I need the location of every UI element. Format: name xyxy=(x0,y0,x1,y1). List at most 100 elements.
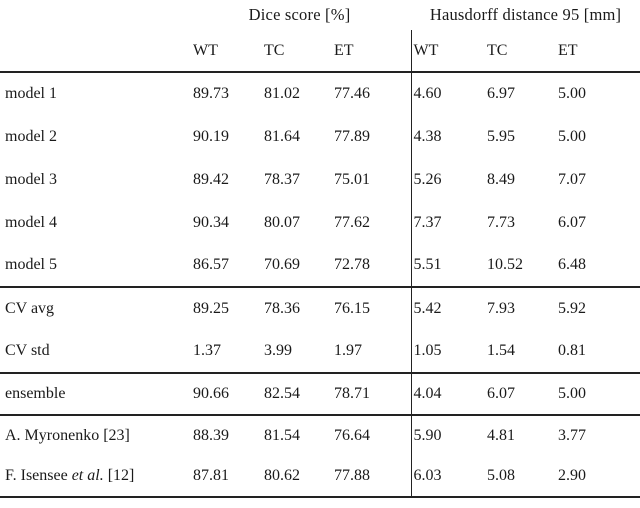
models-group: model 1 89.73 81.02 77.46 4.60 6.97 5.00 model … xyxy=(0,72,640,287)
table-row: ensemble 90.66 82.54 78.71 4.04 6.07 5.00 xyxy=(0,373,640,415)
value-cell: 5.08 xyxy=(487,467,516,484)
table-row: A. Myronenko [23] 88.39 81.54 76.64 5.90 4.81… xyxy=(0,415,640,456)
value-cell: 1.37 xyxy=(193,342,221,359)
value-cell: 5.92 xyxy=(558,300,587,317)
row-label-part: [12] xyxy=(103,467,135,484)
value-cell: 4.60 xyxy=(410,72,485,115)
row-label: ensemble xyxy=(5,385,66,402)
value-cell: 3.77 xyxy=(558,427,587,444)
value-cell: 77.62 xyxy=(334,213,370,231)
value-cell: 89.42 xyxy=(193,170,229,188)
subheader-row: WT TC ET WT TC ET xyxy=(0,30,640,73)
value-cell: 87.81 xyxy=(193,467,229,484)
row-label: model 3 xyxy=(5,170,57,188)
hausdorff-wt-header: WT xyxy=(410,30,485,73)
row-label-italic-part: et al. xyxy=(71,467,104,484)
value-cell: 77.88 xyxy=(334,467,370,484)
value-cell: 80.07 xyxy=(264,213,300,231)
table-row: CV avg 89.25 78.36 76.15 5.42 7.93 5.92 xyxy=(0,287,640,330)
value-cell: 5.26 xyxy=(410,158,485,201)
value-cell: 6.07 xyxy=(558,213,587,231)
value-cell: 88.39 xyxy=(193,427,229,444)
dice-score-group-header: Dice score [%] xyxy=(248,5,351,24)
hausdorff-group-header: Hausdorff distance 95 [mm] xyxy=(429,5,622,24)
hausdorff-et-header: ET xyxy=(554,30,640,73)
value-cell: 2.90 xyxy=(558,467,587,484)
value-cell: 76.64 xyxy=(334,427,370,444)
value-cell: 86.57 xyxy=(193,256,229,273)
value-cell: 4.81 xyxy=(487,427,516,444)
value-cell: 81.54 xyxy=(264,427,300,444)
value-cell: 90.66 xyxy=(193,385,229,402)
value-cell: 89.73 xyxy=(193,85,229,102)
dice-wt-header: WT xyxy=(188,30,258,73)
hausdorff-tc-header: TC xyxy=(484,30,555,73)
value-cell: 3.99 xyxy=(264,342,292,359)
value-cell: 78.71 xyxy=(334,385,370,402)
empty-corner-cell xyxy=(0,0,188,30)
value-cell: 1.97 xyxy=(334,342,362,359)
row-label: CV avg xyxy=(5,300,55,317)
value-cell: 6.48 xyxy=(558,256,587,273)
column-group-header-row: Dice score [%] Hausdorff distance 95 [mm… xyxy=(0,0,640,30)
value-cell: 6.03 xyxy=(410,456,485,497)
value-cell: 5.00 xyxy=(558,385,587,402)
row-label: CV std xyxy=(5,342,50,359)
value-cell: 80.62 xyxy=(264,467,300,484)
value-cell: 90.34 xyxy=(193,213,229,231)
value-cell: 7.37 xyxy=(410,201,485,244)
value-cell: 90.19 xyxy=(193,127,229,145)
value-cell: 1.54 xyxy=(487,342,516,359)
row-label: model 4 xyxy=(5,213,57,231)
value-cell: 7.73 xyxy=(487,213,516,231)
reference-methods-group: A. Myronenko [23] 88.39 81.54 76.64 5.90 4.81… xyxy=(0,415,640,497)
table-row: model 4 90.34 80.07 77.62 7.37 7.73 6.07 xyxy=(0,201,640,244)
value-cell: 6.97 xyxy=(487,85,516,102)
value-cell: 77.46 xyxy=(334,85,370,102)
row-label: model 5 xyxy=(5,256,57,273)
value-cell: 5.00 xyxy=(558,127,587,145)
value-cell: 0.81 xyxy=(558,342,587,359)
value-cell: 72.78 xyxy=(334,256,370,273)
value-cell: 76.15 xyxy=(334,300,370,317)
value-cell: 89.25 xyxy=(193,300,229,317)
value-cell: 5.42 xyxy=(410,287,485,330)
value-cell: 7.07 xyxy=(558,170,587,188)
value-cell: 5.00 xyxy=(558,85,587,102)
value-cell: 78.37 xyxy=(264,170,300,188)
value-cell: 75.01 xyxy=(334,170,370,188)
row-label: model 2 xyxy=(5,127,57,145)
value-cell: 4.38 xyxy=(410,115,485,158)
table-row: model 5 86.57 70.69 72.78 5.51 10.52 6.48 xyxy=(0,244,640,287)
value-cell: 5.51 xyxy=(410,244,485,287)
table-row: model 1 89.73 81.02 77.46 4.60 6.97 5.00 xyxy=(0,72,640,115)
row-label: F. Isensee et al. [12] xyxy=(0,456,188,497)
cv-stats-group: CV avg 89.25 78.36 76.15 5.42 7.93 5.92 CV std 1… xyxy=(0,287,640,373)
table-row: CV std 1.37 3.99 1.97 1.05 1.54 0.81 xyxy=(0,330,640,373)
value-cell: 7.93 xyxy=(487,300,516,317)
value-cell: 8.49 xyxy=(487,170,516,188)
row-label: A. Myronenko [23] xyxy=(5,427,130,444)
value-cell: 78.36 xyxy=(264,300,300,317)
value-cell: 5.95 xyxy=(487,127,516,145)
dice-tc-header: TC xyxy=(258,30,328,73)
value-cell: 81.64 xyxy=(264,127,300,145)
table-row: model 3 89.42 78.37 75.01 5.26 8.49 7.07 xyxy=(0,158,640,201)
row-label: model 1 xyxy=(5,85,57,102)
table-row: model 2 90.19 81.64 77.89 4.38 5.95 5.00 xyxy=(0,115,640,158)
dice-et-header: ET xyxy=(328,30,412,73)
value-cell: 6.07 xyxy=(487,385,516,402)
value-cell: 81.02 xyxy=(264,85,300,102)
row-label-part: F. Isensee xyxy=(5,467,72,484)
value-cell: 77.89 xyxy=(334,127,370,145)
value-cell: 4.04 xyxy=(410,373,485,415)
value-cell: 70.69 xyxy=(264,256,300,273)
empty-label-cell xyxy=(0,30,188,73)
value-cell: 10.52 xyxy=(487,256,524,273)
value-cell: 5.90 xyxy=(410,415,485,456)
value-cell: 82.54 xyxy=(264,385,300,402)
ensemble-group: ensemble 90.66 82.54 78.71 4.04 6.07 5.00 xyxy=(0,373,640,415)
table-row: F. Isensee et al. [12] 87.81 80.62 77.88 6.0… xyxy=(0,456,640,497)
